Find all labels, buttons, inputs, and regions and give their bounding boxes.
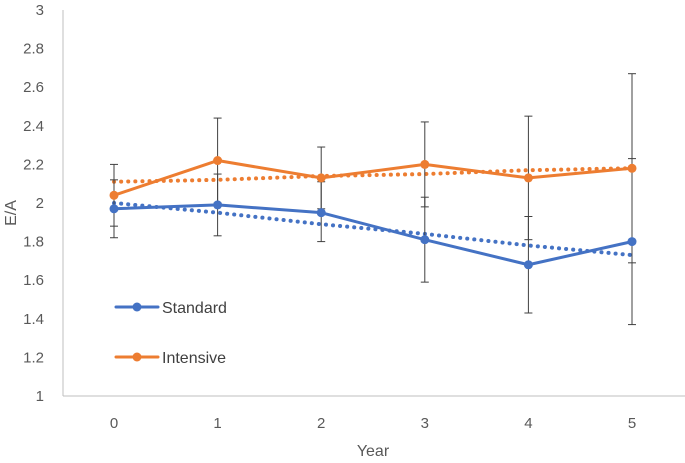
- error-bars: [110, 73, 636, 326]
- x-axis: 0 1 2 3 4 5: [63, 395, 685, 432]
- standard-data-point: [420, 235, 430, 245]
- y-axis-title: E/A: [3, 200, 20, 226]
- intensive-data-point: [523, 173, 533, 183]
- y-tick-label: 2: [36, 195, 44, 212]
- series-lines: [109, 156, 637, 270]
- x-axis-title: Year: [357, 443, 390, 460]
- standard-data-point: [627, 237, 637, 247]
- standard-data-point: [316, 208, 326, 218]
- x-tick-label: 4: [524, 415, 532, 432]
- y-tick-label: 1.4: [23, 311, 44, 328]
- intensive-legend-marker: [132, 352, 142, 362]
- standard-data-point: [523, 260, 533, 270]
- y-tick-label: 2.6: [23, 79, 44, 96]
- x-tick-label: 1: [213, 415, 221, 432]
- standard-legend-marker: [132, 302, 142, 312]
- standard-data-point: [213, 200, 223, 210]
- y-tick-label: 1.6: [23, 272, 44, 289]
- y-axis: 1 1.2 1.4 1.6 1.8 2 2.2 2.4 2.6 2.8 3: [23, 2, 64, 405]
- y-tick-label: 3: [36, 2, 44, 19]
- x-tick-label: 2: [317, 415, 325, 432]
- x-tick-label: 5: [628, 415, 636, 432]
- intensive-data-point: [109, 190, 119, 200]
- y-tick-label: 2.4: [23, 118, 44, 135]
- intensive-trendline: [112, 166, 634, 184]
- standard-legend-label: Standard: [162, 300, 227, 317]
- intensive-series-line: [112, 159, 634, 197]
- intensive-data-point: [627, 163, 637, 173]
- trendlines: [112, 166, 634, 258]
- intensive-data-point: [213, 156, 223, 166]
- legend: Standard Intensive: [114, 300, 227, 367]
- standard-data-point: [109, 204, 119, 214]
- y-tick-label: 1.2: [23, 349, 44, 366]
- intensive-data-point: [420, 159, 430, 169]
- y-tick-label: 2.2: [23, 156, 44, 173]
- y-tick-label: 1.8: [23, 234, 44, 251]
- y-tick-label: 2.8: [23, 41, 44, 58]
- standard-trendline: [112, 201, 634, 258]
- standard-series-line: [112, 203, 634, 267]
- x-tick-label: 0: [110, 415, 118, 432]
- y-tick-label: 1: [36, 388, 44, 405]
- intensive-data-point: [316, 173, 326, 183]
- intensive-legend-label: Intensive: [162, 350, 226, 367]
- x-tick-label: 3: [421, 415, 429, 432]
